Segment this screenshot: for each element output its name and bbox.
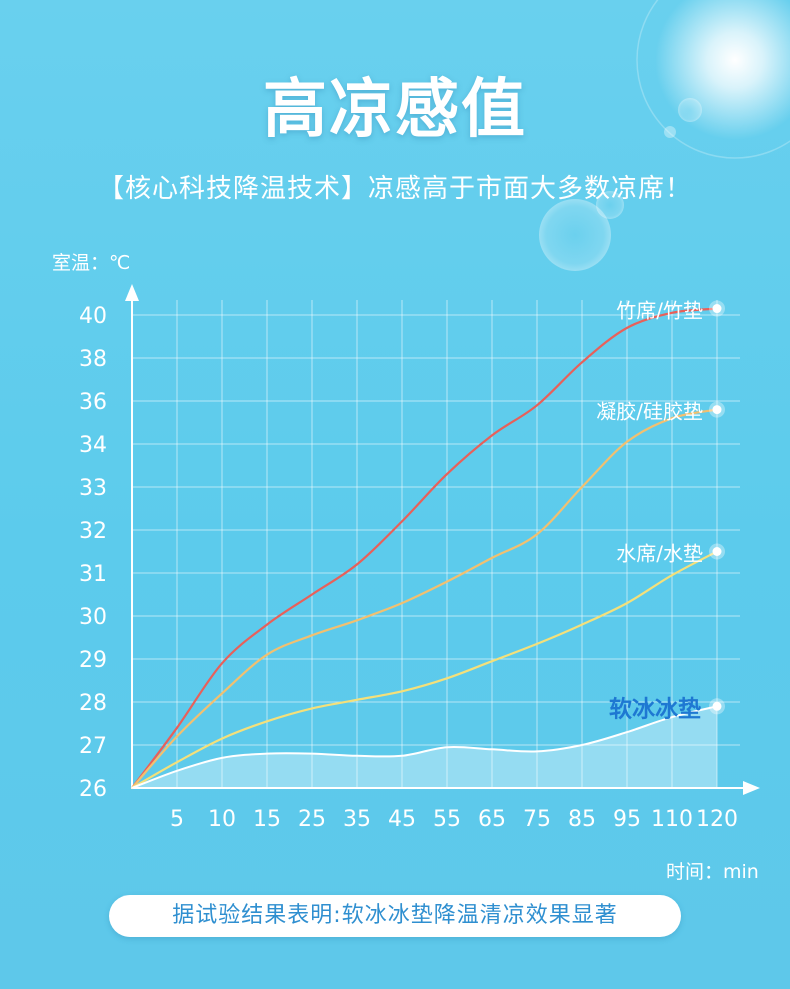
y-tick-label: 40 (79, 304, 107, 329)
series-area-ice-pad (132, 706, 717, 788)
x-tick-label: 45 (388, 807, 416, 832)
series-label: 凝胶/硅胶垫 (596, 400, 703, 424)
bubble (678, 98, 702, 122)
x-tick-label: 95 (613, 807, 641, 832)
conclusion-banner: 据试验结果表明:软冰冰垫降温清凉效果显著 (109, 895, 681, 937)
x-axis-arrow (743, 781, 760, 795)
y-axis-arrow (125, 284, 139, 301)
y-tick-label: 26 (79, 777, 107, 802)
x-tick-label: 85 (568, 807, 596, 832)
x-axis-label: 时间：min (666, 861, 759, 883)
x-tick-label: 15 (253, 807, 281, 832)
x-tick-label: 110 (651, 807, 693, 832)
x-tick-label: 25 (298, 807, 326, 832)
series-line (131, 705, 718, 789)
series-endpoint (712, 701, 722, 711)
y-tick-label: 29 (79, 648, 107, 673)
y-tick-label: 36 (79, 390, 107, 415)
y-tick-label: 30 (79, 605, 107, 630)
x-tick-label: 5 (170, 807, 184, 832)
y-tick-label: 32 (79, 519, 107, 544)
series-endpoint (712, 405, 722, 415)
bubble-ring (636, 0, 790, 159)
sun-glow (655, 0, 790, 140)
series-line (130, 307, 719, 790)
y-tick-label: 28 (79, 691, 107, 716)
chart-axes (125, 284, 760, 795)
x-tick-label: 10 (208, 807, 236, 832)
bubble (664, 126, 676, 138)
page-title: 高凉感值 (263, 73, 527, 147)
series-line (130, 408, 719, 790)
y-tick-label: 38 (79, 347, 107, 372)
x-tick-label: 35 (343, 807, 371, 832)
series-line (130, 550, 719, 790)
y-axis-label: 室温：℃ (52, 252, 131, 274)
x-tick-label: 65 (478, 807, 506, 832)
bubble (596, 191, 624, 219)
bubble (539, 199, 611, 271)
page-subtitle: 【核心科技降温技术】凉感高于市面大多数凉席！ (97, 174, 692, 204)
series-label: 软冰冰垫 (609, 695, 701, 722)
series-label: 水席/水垫 (616, 542, 703, 566)
background-decoration (539, 0, 790, 271)
x-tick-label: 55 (433, 807, 461, 832)
x-tick-label: 120 (696, 807, 738, 832)
series-endpoint (712, 304, 722, 314)
y-tick-label: 27 (79, 734, 107, 759)
chart-ticks: 26 27 28 29 30 31 32 33 34 36 38 40 5 10 15 25 35 45 55 65 7… (79, 304, 738, 832)
series-endpoint (712, 547, 722, 556)
y-tick-label: 34 (79, 433, 107, 458)
y-tick-label: 31 (79, 562, 107, 587)
y-tick-label: 33 (79, 476, 107, 501)
x-tick-label: 75 (523, 807, 551, 832)
series-label: 竹席/竹垫 (616, 299, 703, 323)
